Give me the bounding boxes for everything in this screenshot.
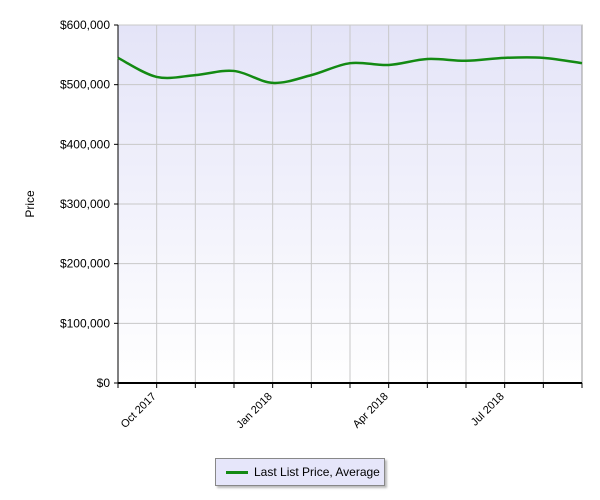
- y-tick-label: $400,000: [60, 137, 110, 151]
- y-tick-label: $0: [97, 376, 111, 390]
- legend-label: Last List Price, Average: [254, 465, 380, 479]
- y-axis-label: Price: [23, 190, 37, 218]
- y-tick-label: $300,000: [60, 197, 110, 211]
- x-tick-label: Jul 2018: [469, 391, 507, 429]
- line-series: [117, 56, 583, 85]
- y-tick-label: $200,000: [60, 257, 110, 271]
- y-tick-label: $100,000: [60, 316, 110, 330]
- legend-swatch: [226, 470, 248, 474]
- legend: Last List Price, Average: [215, 458, 385, 486]
- x-tick-label: Oct 2017: [119, 391, 159, 431]
- x-tick-label: Jan 2018: [234, 391, 274, 431]
- y-tick-label: $500,000: [60, 78, 110, 92]
- x-tick-label: Apr 2018: [351, 391, 391, 431]
- y-tick-label: $600,000: [60, 18, 110, 32]
